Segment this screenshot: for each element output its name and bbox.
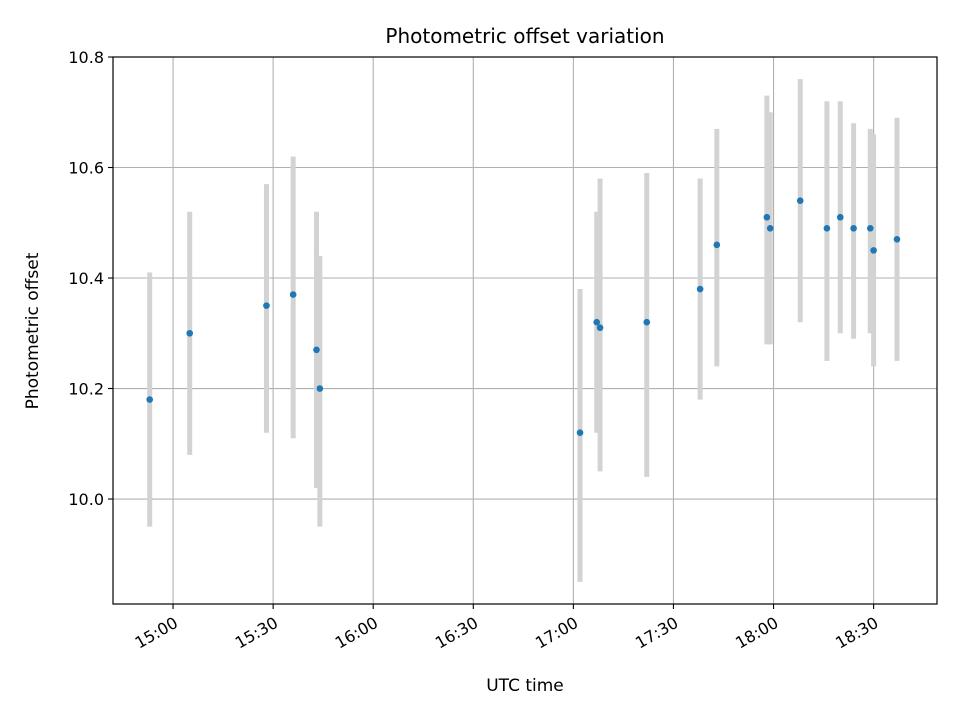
y-tick-label: 10.0 (68, 490, 104, 509)
chart-title: Photometric offset variation (385, 24, 664, 48)
data-point (850, 224, 857, 232)
data-point (263, 302, 270, 309)
data-point (893, 236, 901, 243)
data-point (696, 285, 704, 293)
data-point (763, 213, 771, 221)
y-axis-ticks: 10.0 10.2 10.4 10.6 10.8 (68, 48, 113, 509)
data-point (836, 213, 844, 221)
data-point (289, 291, 297, 298)
data-point (186, 329, 194, 337)
data-point (316, 385, 324, 392)
data-point (596, 324, 604, 332)
data-point (146, 396, 153, 403)
y-tick-label: 10.2 (68, 380, 104, 399)
data-point (796, 197, 804, 204)
data-point (823, 224, 831, 232)
y-axis-title: Photometric offset (23, 252, 43, 409)
data-point (313, 346, 320, 354)
data-point (866, 224, 874, 232)
data-point (870, 247, 877, 254)
x-axis-title: UTC time (486, 676, 564, 696)
data-point (713, 241, 721, 249)
data-point (593, 318, 601, 326)
plot-frame (112, 56, 938, 605)
data-point (576, 429, 584, 437)
y-tick-label: 10.6 (68, 159, 104, 178)
y-tick-label: 10.8 (68, 48, 104, 67)
data-point (643, 318, 651, 326)
data-point (766, 224, 774, 232)
data-points (146, 197, 901, 437)
y-tick-label: 10.4 (68, 269, 104, 288)
